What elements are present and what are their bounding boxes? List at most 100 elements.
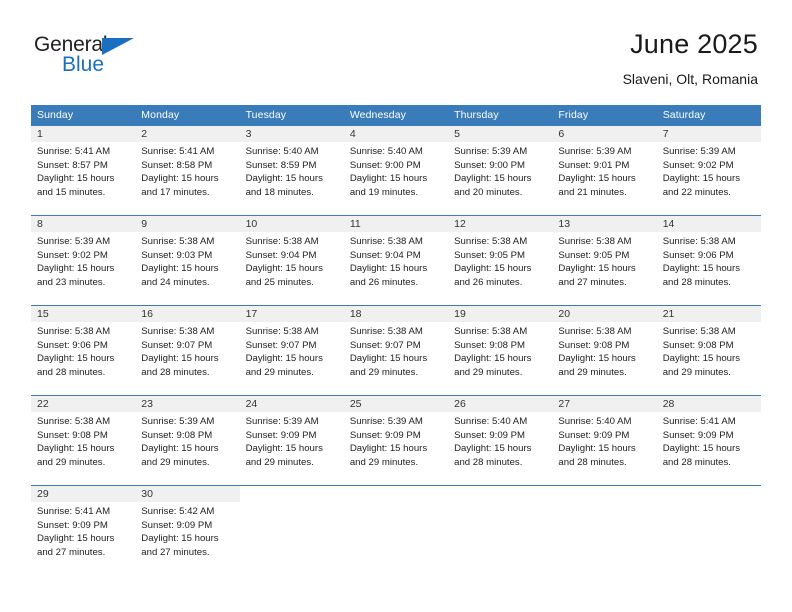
calendar-day-cell[interactable]: 10 Sunrise: 5:38 AM Sunset: 9:04 PM Dayligh… <box>239 215 344 306</box>
daylight-duration-line2: and 23 minutes. <box>37 276 106 288</box>
day-number: 27 <box>552 396 657 412</box>
daylight-duration-line2: and 19 minutes. <box>349 186 419 198</box>
calendar-week-row: 8 Sunrise: 5:39 AM Sunset: 9:02 PM Daylight… <box>31 215 761 306</box>
calendar-day-cell[interactable]: 14 Sunrise: 5:38 AM Sunset: 9:06 PM Dayligh… <box>656 215 761 306</box>
sunrise-time: Sunrise: 5:38 AM <box>558 236 632 247</box>
calendar-day-cell[interactable]: 7 Sunrise: 5:39 AM Sunset: 9:02 PM Daylight… <box>656 126 761 216</box>
sunset-time: Sunset: 9:09 PM <box>141 519 213 531</box>
calendar-day-cell[interactable]: 19 Sunrise: 5:38 AM Sunset: 9:08 PM Dayligh… <box>448 305 553 396</box>
day-details: Sunrise: 5:38 AM Sunset: 9:08 PM Daylight:… <box>552 322 656 379</box>
daylight-duration-line2: and 29 minutes. <box>349 366 419 378</box>
sunrise-sunset-calendar: Sunday Monday Tuesday Wednesday Thursday Frid… <box>31 105 761 572</box>
sunset-time: Sunset: 9:09 PM <box>349 429 421 441</box>
day-number <box>448 486 552 502</box>
day-details <box>448 502 552 505</box>
calendar-day-cell[interactable]: 25 Sunrise: 5:39 AM Sunset: 9:09 PM Dayligh… <box>343 395 449 486</box>
daylight-duration-line2: and 18 minutes. <box>245 186 314 198</box>
calendar-day-cell[interactable]: 6 Sunrise: 5:39 AM Sunset: 9:01 PM Daylight… <box>552 126 657 216</box>
calendar-day-cell[interactable]: 9 Sunrise: 5:38 AM Sunset: 9:03 PM Daylight… <box>135 215 240 306</box>
calendar-day-cell[interactable]: 12 Sunrise: 5:38 AM Sunset: 9:05 PM Dayligh… <box>448 215 553 306</box>
day-details: Sunrise: 5:38 AM Sunset: 9:07 PM Daylight:… <box>240 322 344 379</box>
calendar-day-cell[interactable]: 17 Sunrise: 5:38 AM Sunset: 9:07 PM Dayligh… <box>239 305 344 396</box>
daylight-duration-line2: and 26 minutes. <box>454 276 523 288</box>
day-number: 12 <box>448 216 553 232</box>
calendar-day-cell[interactable]: 22 Sunrise: 5:38 AM Sunset: 9:08 PM Dayligh… <box>31 395 136 486</box>
sunset-time: Sunset: 9:08 PM <box>37 429 108 441</box>
day-details: Sunrise: 5:38 AM Sunset: 9:08 PM Daylight:… <box>657 322 761 379</box>
sunset-time: Sunset: 9:06 PM <box>662 249 734 261</box>
sunset-time: Sunset: 9:09 PM <box>558 429 630 441</box>
day-details: Sunrise: 5:39 AM Sunset: 9:08 PM Daylight:… <box>135 412 239 469</box>
day-number: 13 <box>552 216 657 232</box>
calendar-day-cell[interactable]: 27 Sunrise: 5:40 AM Sunset: 9:09 PM Dayligh… <box>552 395 657 486</box>
calendar-day-cell[interactable]: 26 Sunrise: 5:40 AM Sunset: 9:09 PM Dayligh… <box>448 395 553 486</box>
daylight-duration-line2: and 29 minutes. <box>141 456 210 468</box>
calendar-day-cell[interactable]: 15 Sunrise: 5:38 AM Sunset: 9:06 PM Dayligh… <box>31 305 136 396</box>
calendar-day-cell[interactable]: 20 Sunrise: 5:38 AM Sunset: 9:08 PM Dayligh… <box>552 305 657 396</box>
page-subtitle: Slaveni, Olt, Romania <box>622 71 758 87</box>
weekday-header-friday: Friday <box>552 105 657 126</box>
daylight-duration-line1: Daylight: 15 hours <box>454 263 532 275</box>
calendar-day-cell[interactable]: 21 Sunrise: 5:38 AM Sunset: 9:08 PM Dayligh… <box>656 305 761 396</box>
daylight-duration-line1: Daylight: 15 hours <box>662 173 741 185</box>
calendar-day-cell[interactable]: 29 Sunrise: 5:41 AM Sunset: 9:09 PM Dayligh… <box>31 485 136 572</box>
daylight-duration-line2: and 29 minutes. <box>245 456 314 468</box>
calendar-day-cell[interactable]: 11 Sunrise: 5:38 AM Sunset: 9:04 PM Dayligh… <box>343 215 449 306</box>
sunrise-time: Sunrise: 5:39 AM <box>662 146 736 157</box>
weekday-header-monday: Monday <box>135 105 240 126</box>
calendar-day-cell[interactable]: 16 Sunrise: 5:38 AM Sunset: 9:07 PM Dayligh… <box>135 305 240 396</box>
daylight-duration-line1: Daylight: 15 hours <box>349 353 428 365</box>
calendar-day-cell[interactable]: 24 Sunrise: 5:39 AM Sunset: 9:09 PM Dayligh… <box>239 395 344 486</box>
calendar-day-cell[interactable]: 3 Sunrise: 5:40 AM Sunset: 8:59 PM Daylight… <box>239 126 344 216</box>
daylight-duration-line2: and 28 minutes. <box>141 366 210 378</box>
day-number: 24 <box>239 396 344 412</box>
sunset-time: Sunset: 9:06 PM <box>37 339 108 351</box>
page-header: General Blue June 2025 Slaveni, Olt, Rom… <box>0 0 792 100</box>
sunrise-time: Sunrise: 5:38 AM <box>141 326 215 337</box>
day-number: 28 <box>656 396 761 412</box>
daylight-duration-line1: Daylight: 15 hours <box>454 443 532 455</box>
sunset-time: Sunset: 9:08 PM <box>558 339 630 351</box>
calendar-day-cell[interactable]: 28 Sunrise: 5:41 AM Sunset: 9:09 PM Dayligh… <box>656 395 761 486</box>
day-details: Sunrise: 5:38 AM Sunset: 9:04 PM Daylight:… <box>344 232 448 289</box>
calendar-day-cell[interactable]: 5 Sunrise: 5:39 AM Sunset: 9:00 PM Daylight… <box>448 126 553 216</box>
calendar-day-cell-empty <box>448 485 553 572</box>
day-number: 4 <box>343 126 449 142</box>
sunrise-time: Sunrise: 5:39 AM <box>37 236 111 247</box>
day-details: Sunrise: 5:38 AM Sunset: 9:07 PM Daylight:… <box>135 322 239 379</box>
daylight-duration-line1: Daylight: 15 hours <box>141 263 219 275</box>
calendar-day-cell[interactable]: 30 Sunrise: 5:42 AM Sunset: 9:09 PM Dayligh… <box>135 485 240 572</box>
sunset-time: Sunset: 9:07 PM <box>349 339 421 351</box>
calendar-day-cell[interactable]: 1 Sunrise: 5:41 AM Sunset: 8:57 PM Daylight… <box>31 126 136 216</box>
sunset-time: Sunset: 9:05 PM <box>454 249 526 261</box>
day-details: Sunrise: 5:38 AM Sunset: 9:08 PM Daylight:… <box>31 412 135 469</box>
sunrise-time: Sunrise: 5:41 AM <box>37 146 111 157</box>
calendar-day-cell[interactable]: 13 Sunrise: 5:38 AM Sunset: 9:05 PM Dayligh… <box>552 215 657 306</box>
daylight-duration-line2: and 29 minutes. <box>454 366 523 378</box>
sunrise-time: Sunrise: 5:41 AM <box>37 506 111 517</box>
calendar-day-cell[interactable]: 4 Sunrise: 5:40 AM Sunset: 9:00 PM Daylight… <box>343 126 449 216</box>
calendar-day-cell[interactable]: 18 Sunrise: 5:38 AM Sunset: 9:07 PM Dayligh… <box>343 305 449 396</box>
day-details: Sunrise: 5:42 AM Sunset: 9:09 PM Daylight:… <box>135 502 239 559</box>
sunset-time: Sunset: 9:09 PM <box>454 429 526 441</box>
day-number: 7 <box>656 126 761 142</box>
day-details: Sunrise: 5:38 AM Sunset: 9:06 PM Daylight:… <box>31 322 135 379</box>
daylight-duration-line1: Daylight: 15 hours <box>558 353 636 365</box>
daylight-duration-line1: Daylight: 15 hours <box>37 173 115 185</box>
calendar-day-cell[interactable]: 2 Sunrise: 5:41 AM Sunset: 8:58 PM Daylight… <box>135 126 240 216</box>
day-number: 9 <box>135 216 240 232</box>
calendar-day-cell-empty <box>343 485 449 572</box>
day-details: Sunrise: 5:38 AM Sunset: 9:03 PM Daylight:… <box>135 232 239 289</box>
weekday-header-thursday: Thursday <box>448 105 553 126</box>
sunrise-time: Sunrise: 5:38 AM <box>141 236 215 247</box>
day-details: Sunrise: 5:41 AM Sunset: 8:58 PM Daylight:… <box>135 142 239 199</box>
daylight-duration-line1: Daylight: 15 hours <box>245 353 323 365</box>
weekday-header-saturday: Saturday <box>656 105 761 126</box>
calendar-day-cell[interactable]: 8 Sunrise: 5:39 AM Sunset: 9:02 PM Daylight… <box>31 215 136 306</box>
day-number: 16 <box>135 306 240 322</box>
brand-logo[interactable]: General Blue <box>34 28 174 75</box>
calendar-body: 1 Sunrise: 5:41 AM Sunset: 8:57 PM Daylight… <box>31 126 761 572</box>
calendar-day-cell[interactable]: 23 Sunrise: 5:39 AM Sunset: 9:08 PM Dayligh… <box>135 395 240 486</box>
day-details: Sunrise: 5:39 AM Sunset: 9:09 PM Daylight:… <box>240 412 344 469</box>
day-number <box>657 486 761 502</box>
